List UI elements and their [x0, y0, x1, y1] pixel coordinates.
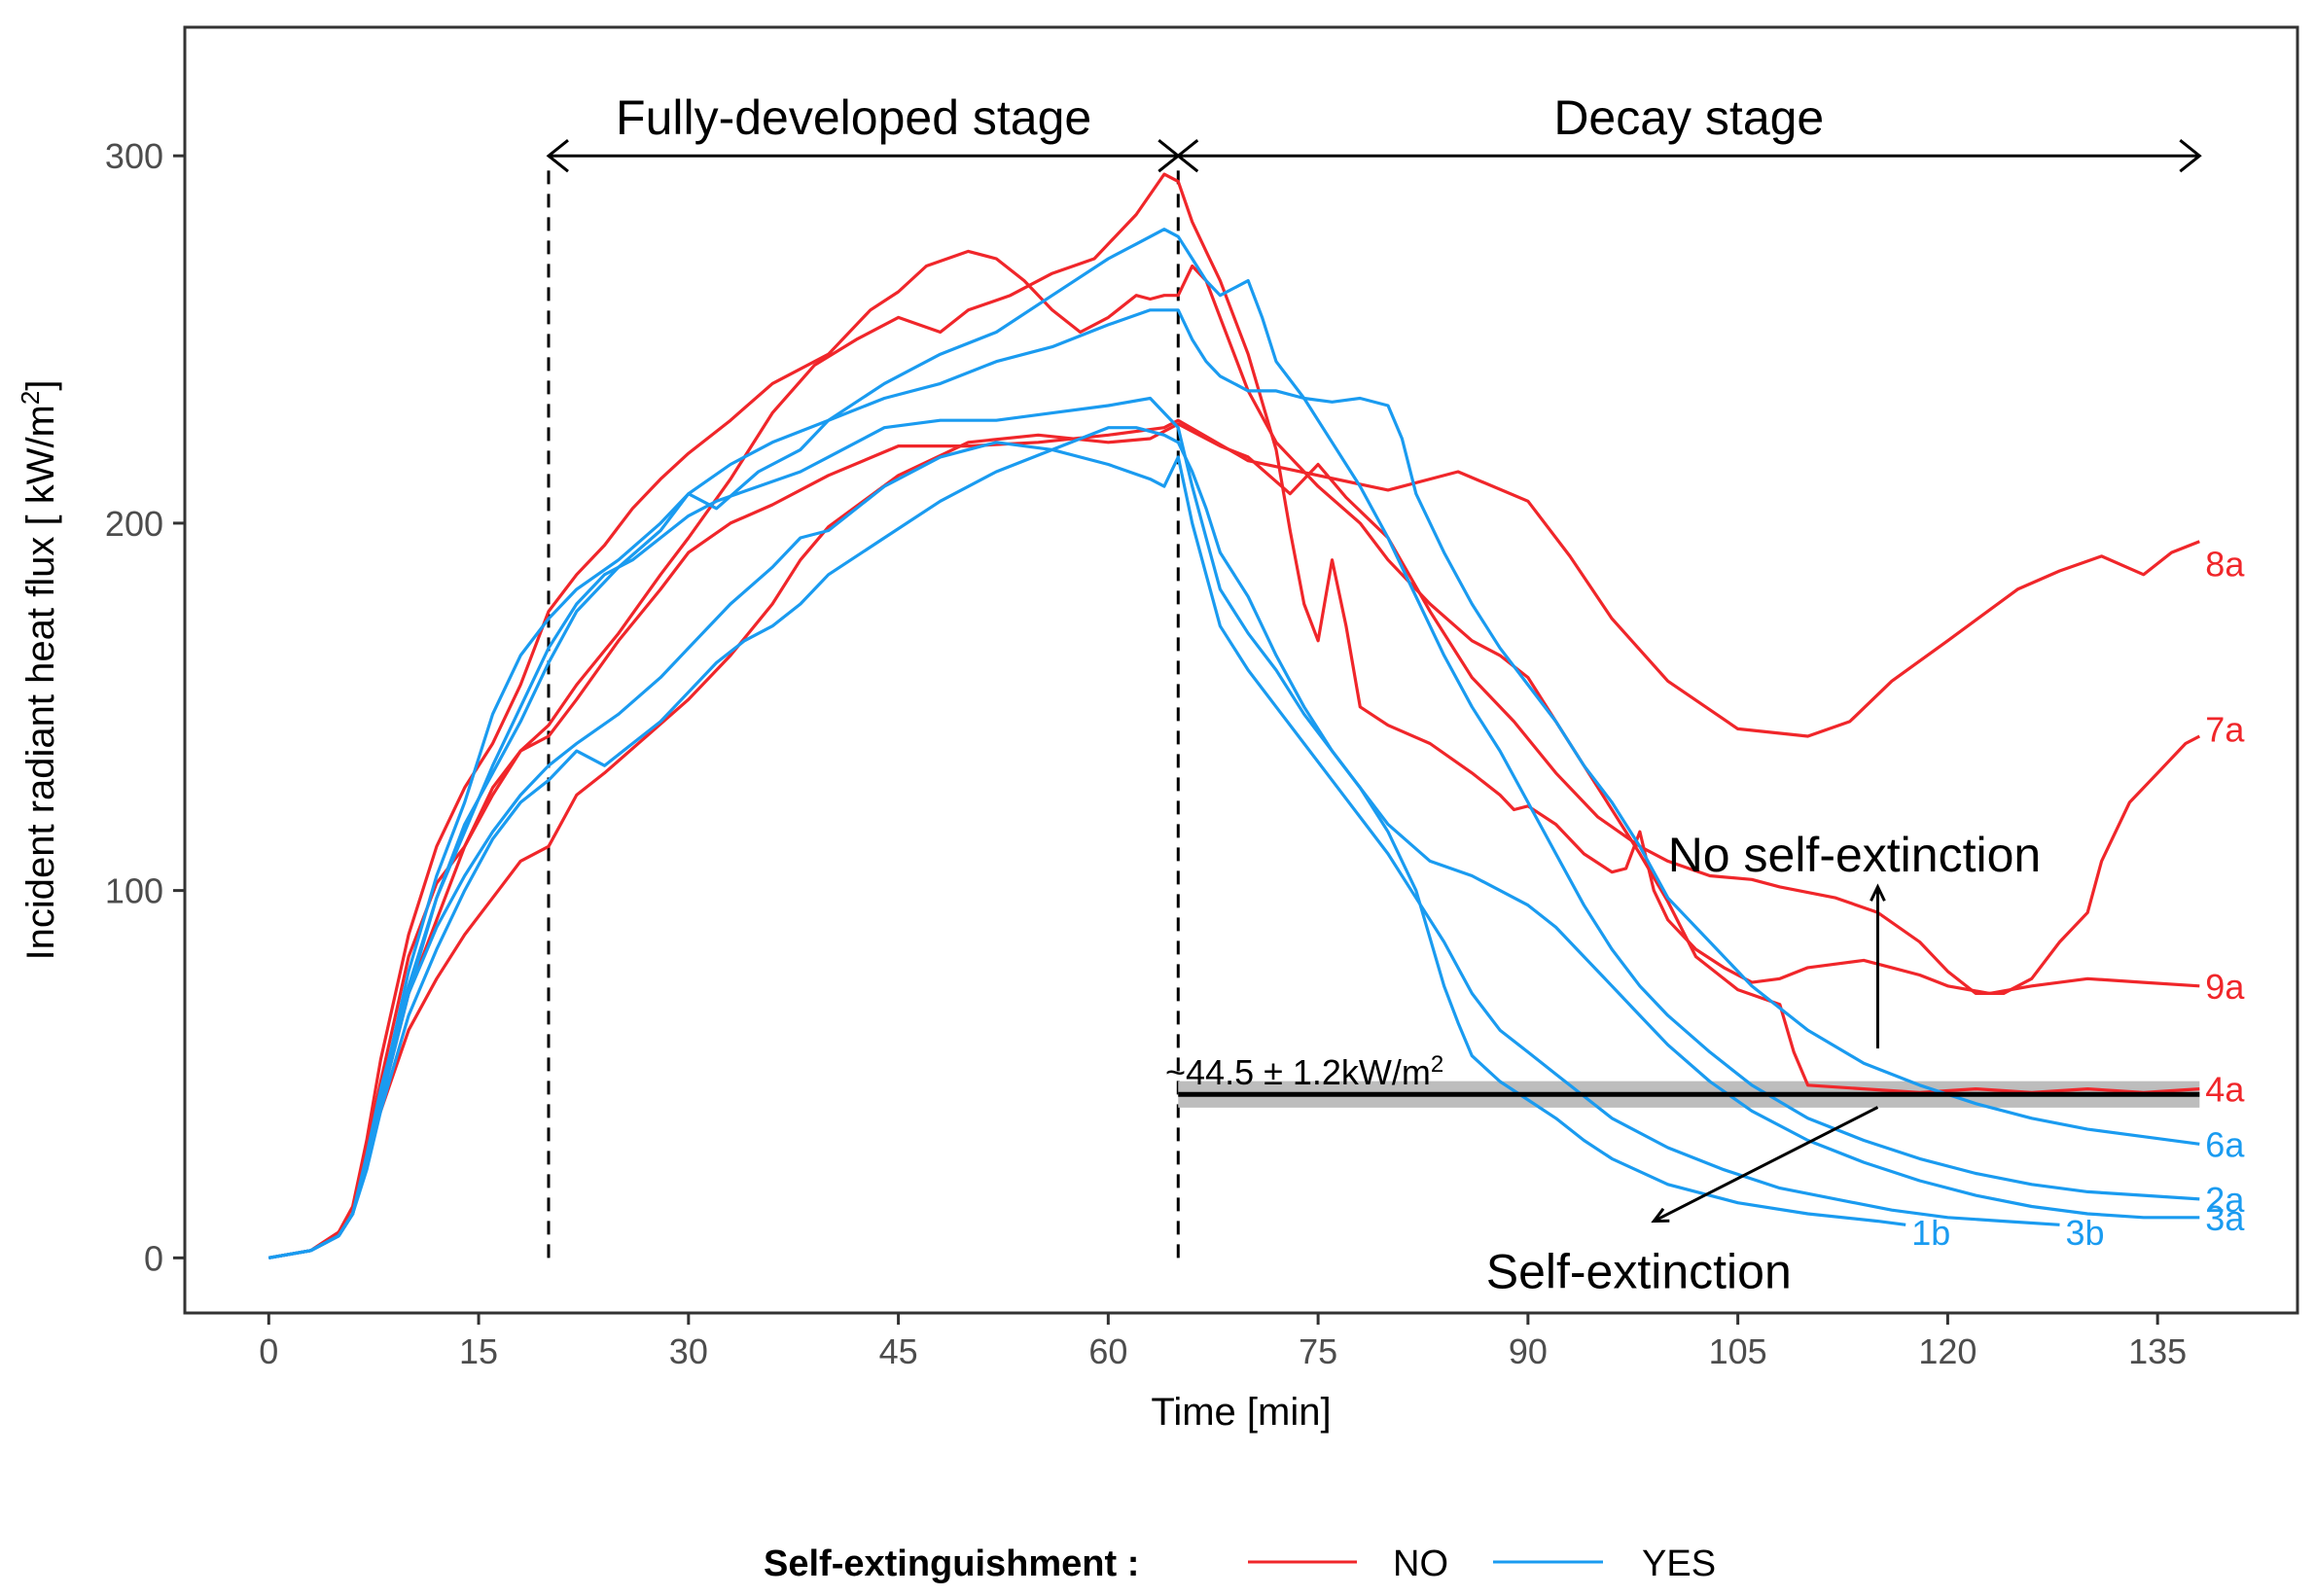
legend-title: Self-extinguishment :	[764, 1543, 1139, 1584]
y-tick-label: 100	[105, 871, 163, 911]
y-tick-label: 0	[144, 1238, 163, 1278]
series-line-9a	[268, 172, 2200, 1259]
series-label-4a: 4a	[2205, 1070, 2245, 1110]
legend-label-yes: YES	[1642, 1543, 1716, 1584]
series-line-6a	[268, 308, 2200, 1259]
series-label-9a: 9a	[2205, 967, 2245, 1007]
threshold-label-main: ~44.5 ± 1.2kW/m	[1165, 1052, 1431, 1092]
plot-panel	[183, 25, 2299, 1315]
x-tick-label: 0	[259, 1331, 278, 1371]
x-tick-label: 30	[669, 1331, 708, 1371]
series-label-3a: 3a	[2205, 1198, 2245, 1238]
y-axis-title-end: ]	[19, 380, 62, 391]
series-label-3b: 3b	[2065, 1213, 2104, 1253]
stage-arrow-head-right	[2179, 139, 2202, 173]
x-tick-label: 45	[879, 1331, 918, 1371]
series-line-1b	[268, 426, 1906, 1259]
stage-arrow-head-left	[1175, 139, 1199, 173]
series-line-3b	[268, 441, 2060, 1259]
annotation-arrow-head	[1870, 883, 1886, 902]
stage-arrow-head-left	[546, 139, 569, 173]
y-axis-title: Incident radiant heat flux [ kW/m2]	[16, 380, 62, 961]
series-label-8a: 8a	[2205, 544, 2245, 584]
y-axis-title-sup: 2	[16, 391, 45, 405]
y-tick-label: 200	[105, 504, 163, 544]
series-label-1b: 1b	[1911, 1213, 1950, 1253]
legend-label-no: NO	[1393, 1543, 1448, 1584]
annotation-label: Self-extinction	[1486, 1245, 1792, 1299]
x-tick-labels: 0 15 30 45 60 75 90 105 120 135	[259, 1331, 2187, 1371]
x-axis-title: Time [min]	[1151, 1391, 1331, 1434]
stage-label: Fully-developed stage	[616, 90, 1091, 145]
x-tick-label: 90	[1509, 1331, 1548, 1371]
x-tick-label: 120	[1918, 1331, 1977, 1371]
x-tick-label: 60	[1088, 1331, 1127, 1371]
x-tick-label: 15	[459, 1331, 498, 1371]
annotations: No self-extinction Self-extinction	[1486, 828, 2041, 1299]
series-label-6a: 6a	[2205, 1124, 2245, 1164]
y-tick-labels: 0 100 200 300	[105, 136, 163, 1278]
x-tick-label: 105	[1709, 1331, 1767, 1371]
x-tick-label: 135	[2128, 1331, 2187, 1371]
legend: Self-extinguishment : NO YES	[764, 1543, 1716, 1584]
stage-markers: Fully-developed stage Decay stage	[546, 90, 2202, 1259]
threshold-label: ~44.5 ± 1.2kW/m2	[1165, 1051, 1443, 1093]
threshold-label-sup: 2	[1431, 1051, 1443, 1078]
series-line-2a	[268, 228, 2200, 1259]
annotation-label: No self-extinction	[1668, 828, 2042, 882]
y-axis-title-main: Incident radiant heat flux [ kW/m	[19, 405, 62, 960]
annotation-arrow	[1653, 1106, 1879, 1223]
y-tick-label: 300	[105, 136, 163, 176]
series-label-2a: 2a	[2205, 1180, 2245, 1220]
x-tick-label: 75	[1299, 1331, 1337, 1371]
annotation-arrow-head	[1651, 1207, 1670, 1224]
series-label-7a: 7a	[2205, 709, 2245, 749]
series-line-4a	[268, 249, 2200, 1259]
axis-ticks	[173, 154, 2159, 1325]
stage-label: Decay stage	[1553, 90, 1824, 145]
series-line-3a	[268, 396, 2200, 1259]
